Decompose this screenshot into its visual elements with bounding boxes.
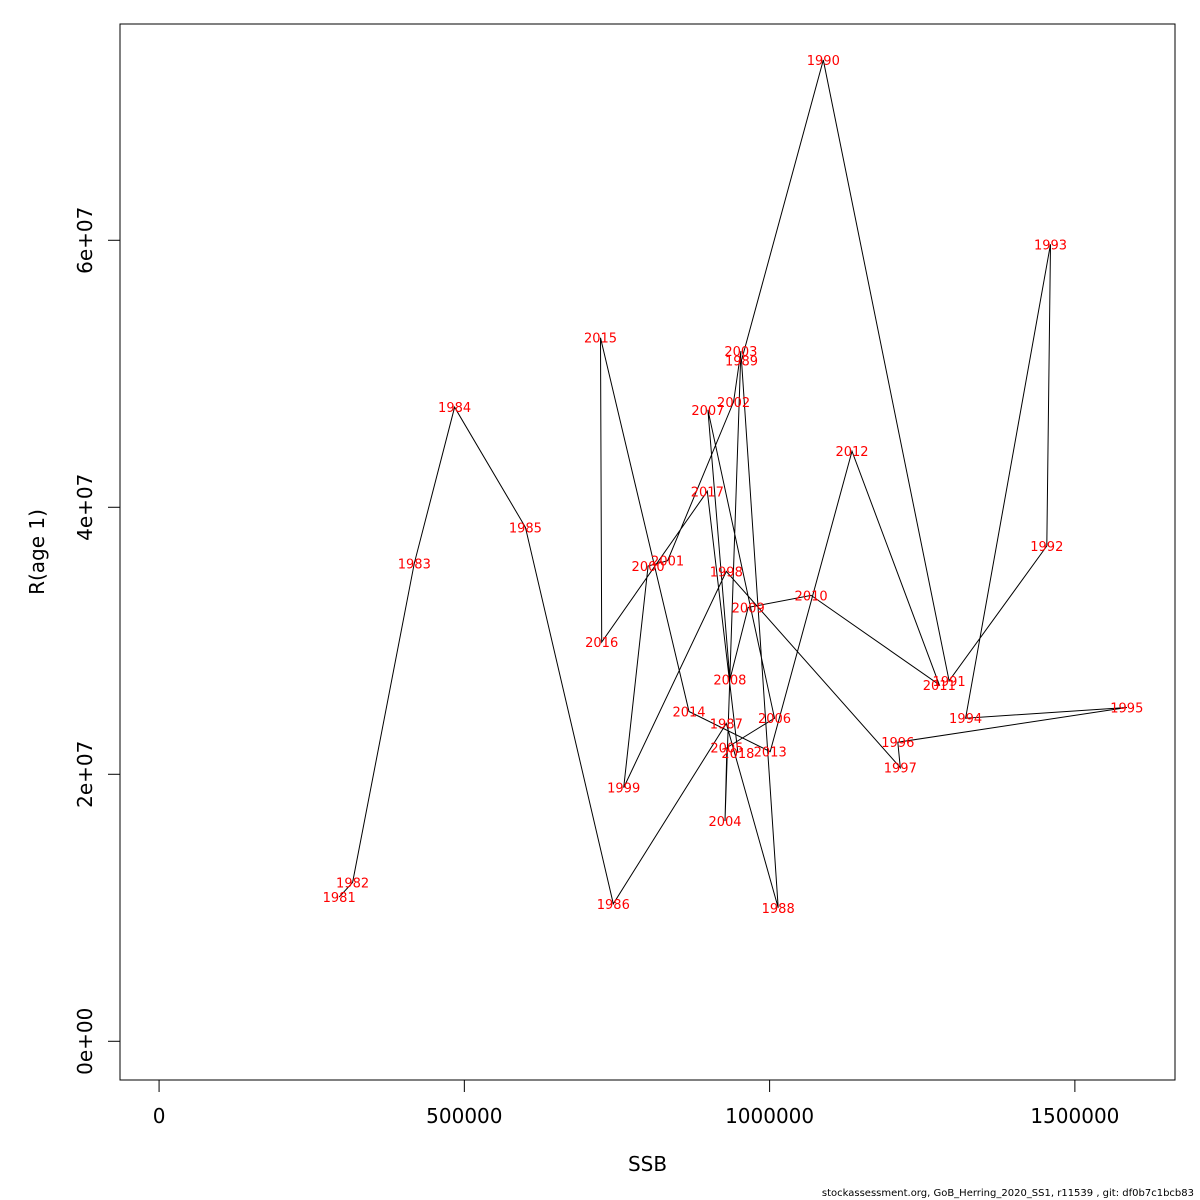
point-label-1985: 1985: [509, 521, 542, 536]
y-axis: 0e+00 2e+07 4e+07 6e+07: [73, 207, 121, 1075]
x-tick-label: 0: [153, 1104, 166, 1128]
x-axis-title: SSB: [628, 1152, 667, 1176]
point-label-2011: 2011: [923, 679, 956, 694]
point-label-2015: 2015: [584, 332, 617, 347]
point-label-1983: 1983: [398, 557, 431, 572]
point-label-2014: 2014: [672, 706, 705, 721]
point-label-2007: 2007: [691, 404, 724, 419]
point-label-2012: 2012: [835, 445, 868, 460]
point-label-1981: 1981: [323, 891, 356, 906]
x-tick-label: 1500000: [1030, 1104, 1119, 1128]
point-label-2017: 2017: [691, 485, 724, 500]
point-label-2005: 2005: [710, 742, 743, 757]
point-label-2016: 2016: [585, 636, 618, 651]
point-label-1994: 1994: [949, 712, 982, 727]
y-tick-label: 4e+07: [73, 474, 97, 541]
point-label-1993: 1993: [1034, 238, 1067, 253]
x-tick-label: 500000: [426, 1104, 502, 1128]
point-label-2002: 2002: [717, 396, 750, 411]
point-label-1998: 1998: [710, 565, 743, 580]
point-label-1997: 1997: [884, 762, 917, 777]
point-label-1984: 1984: [438, 401, 471, 416]
x-tick-label: 1000000: [725, 1104, 814, 1128]
point-label-2001: 2001: [651, 555, 684, 570]
point-label-1995: 1995: [1110, 702, 1143, 717]
point-label-1988: 1988: [762, 902, 795, 917]
point-label-1991: 1991: [933, 675, 966, 690]
point-label-1990: 1990: [807, 54, 840, 69]
point-label-1999: 1999: [607, 782, 640, 797]
point-label-1982: 1982: [336, 876, 369, 891]
y-tick-label: 0e+00: [73, 1008, 97, 1075]
point-label-2000: 2000: [632, 560, 665, 575]
point-label-2009: 2009: [732, 601, 765, 616]
point-label-1987: 1987: [710, 718, 743, 733]
point-label-1996: 1996: [881, 736, 914, 751]
point-label-1989: 1989: [725, 354, 758, 369]
x-axis: 0 500000 1000000 1500000: [153, 1079, 1119, 1128]
point-label-2010: 2010: [795, 589, 828, 604]
y-tick-label: 6e+07: [73, 207, 97, 274]
point-label-2003: 2003: [724, 345, 757, 360]
plot-box: [119, 23, 1176, 1081]
point-label-2013: 2013: [754, 746, 787, 761]
point-label-1986: 1986: [597, 898, 630, 913]
footer-caption: stockassessment.org, GoB_Herring_2020_SS…: [821, 1188, 1194, 1199]
point-label-2006: 2006: [758, 712, 791, 727]
point-label-2018: 2018: [721, 747, 754, 762]
series-line: [338, 59, 1127, 908]
point-label-1992: 1992: [1030, 540, 1063, 555]
point-label-2008: 2008: [713, 674, 746, 689]
y-axis-title: R(age 1): [25, 509, 49, 595]
point-label-2004: 2004: [708, 815, 741, 830]
y-tick-label: 2e+07: [73, 741, 97, 808]
